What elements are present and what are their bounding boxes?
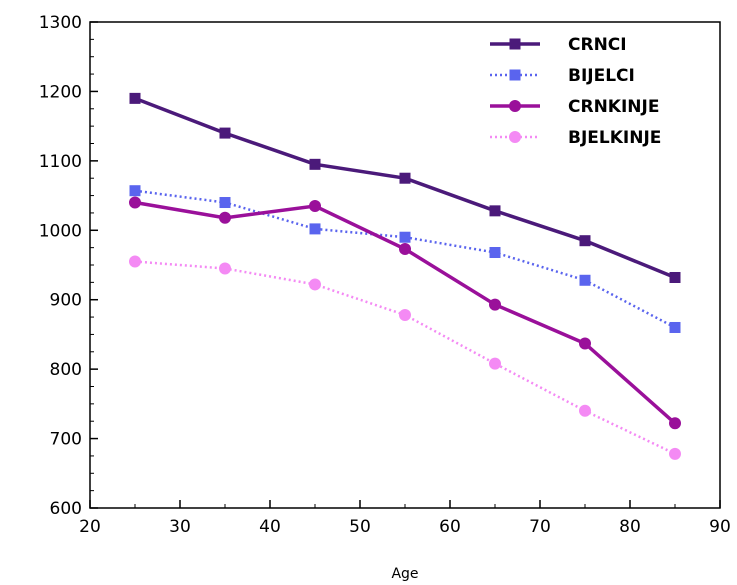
data-point [399, 231, 411, 243]
x-tick-label: 70 [529, 517, 551, 537]
data-point [219, 197, 231, 209]
data-point [129, 185, 141, 197]
legend-label: CRNCI [568, 35, 627, 55]
data-point [399, 172, 411, 184]
data-point [669, 271, 681, 283]
legend-label: BJELKINJE [568, 128, 661, 148]
data-point [669, 417, 681, 430]
legend: CRNCI BIJELCI CRNKINJE BJELKINJE [490, 35, 661, 148]
data-point [669, 447, 681, 460]
data-point [309, 278, 321, 291]
series-line [134, 260, 676, 455]
legend-item-bjelkinje: BJELKINJE [490, 128, 661, 148]
data-point [579, 404, 591, 417]
data-point [129, 255, 141, 268]
data-point [219, 211, 231, 224]
data-point [129, 92, 141, 104]
legend-label: BIJELCI [568, 66, 635, 86]
legend-swatch-marker [509, 131, 521, 143]
x-axis-title: Age [391, 566, 418, 582]
x-tick-label: 40 [259, 517, 281, 537]
data-point [489, 205, 501, 217]
data-point [489, 298, 501, 311]
series-bjelkinje [129, 255, 681, 460]
data-point [219, 262, 231, 275]
legend-swatch-marker [509, 69, 521, 81]
series-bijelci [129, 185, 681, 333]
data-point [399, 308, 411, 321]
axes: 600 700 800 900 1000 1100 1200 1300 20 30 40 50 60 70… [39, 13, 731, 537]
y-tick-label: 600 [50, 499, 82, 519]
x-tick-label: 30 [169, 517, 191, 537]
legend-label: CRNKINJE [568, 97, 659, 117]
data-point [309, 223, 321, 235]
data-point [489, 247, 501, 259]
y-tick-label: 1200 [39, 82, 82, 102]
data-point [219, 127, 231, 139]
data-point [309, 158, 321, 170]
plot-frame [89, 21, 721, 509]
x-tick-label: 50 [349, 517, 371, 537]
legend-item-crnci: CRNCI [490, 35, 627, 55]
data-point [489, 357, 501, 370]
data-point [579, 274, 591, 286]
series-crnkinje [129, 196, 681, 430]
data-point [579, 235, 591, 247]
data-point [579, 337, 591, 350]
series-crnci [129, 92, 681, 283]
data-point [309, 199, 321, 212]
x-tick-label: 20 [79, 517, 101, 537]
series-line [134, 189, 676, 329]
y-tick-label: 1300 [39, 13, 82, 33]
y-tick-label: 900 [50, 291, 82, 311]
legend-swatch-marker [509, 38, 521, 50]
y-tick-label: 1000 [39, 221, 82, 241]
y-tick-label: 800 [50, 360, 82, 380]
data-point [669, 321, 681, 333]
legend-item-bijelci: BIJELCI [490, 66, 635, 86]
y-tick-label: 1100 [39, 152, 82, 172]
y-tick-label: 700 [50, 430, 82, 450]
data-point [399, 243, 411, 256]
legend-swatch-marker [509, 100, 521, 112]
legend-item-crnkinje: CRNKINJE [490, 97, 659, 117]
x-tick-label: 90 [709, 517, 731, 537]
x-tick-label: 60 [439, 517, 461, 537]
series-layer [129, 92, 681, 460]
x-tick-label: 80 [619, 517, 641, 537]
data-point [129, 196, 141, 209]
